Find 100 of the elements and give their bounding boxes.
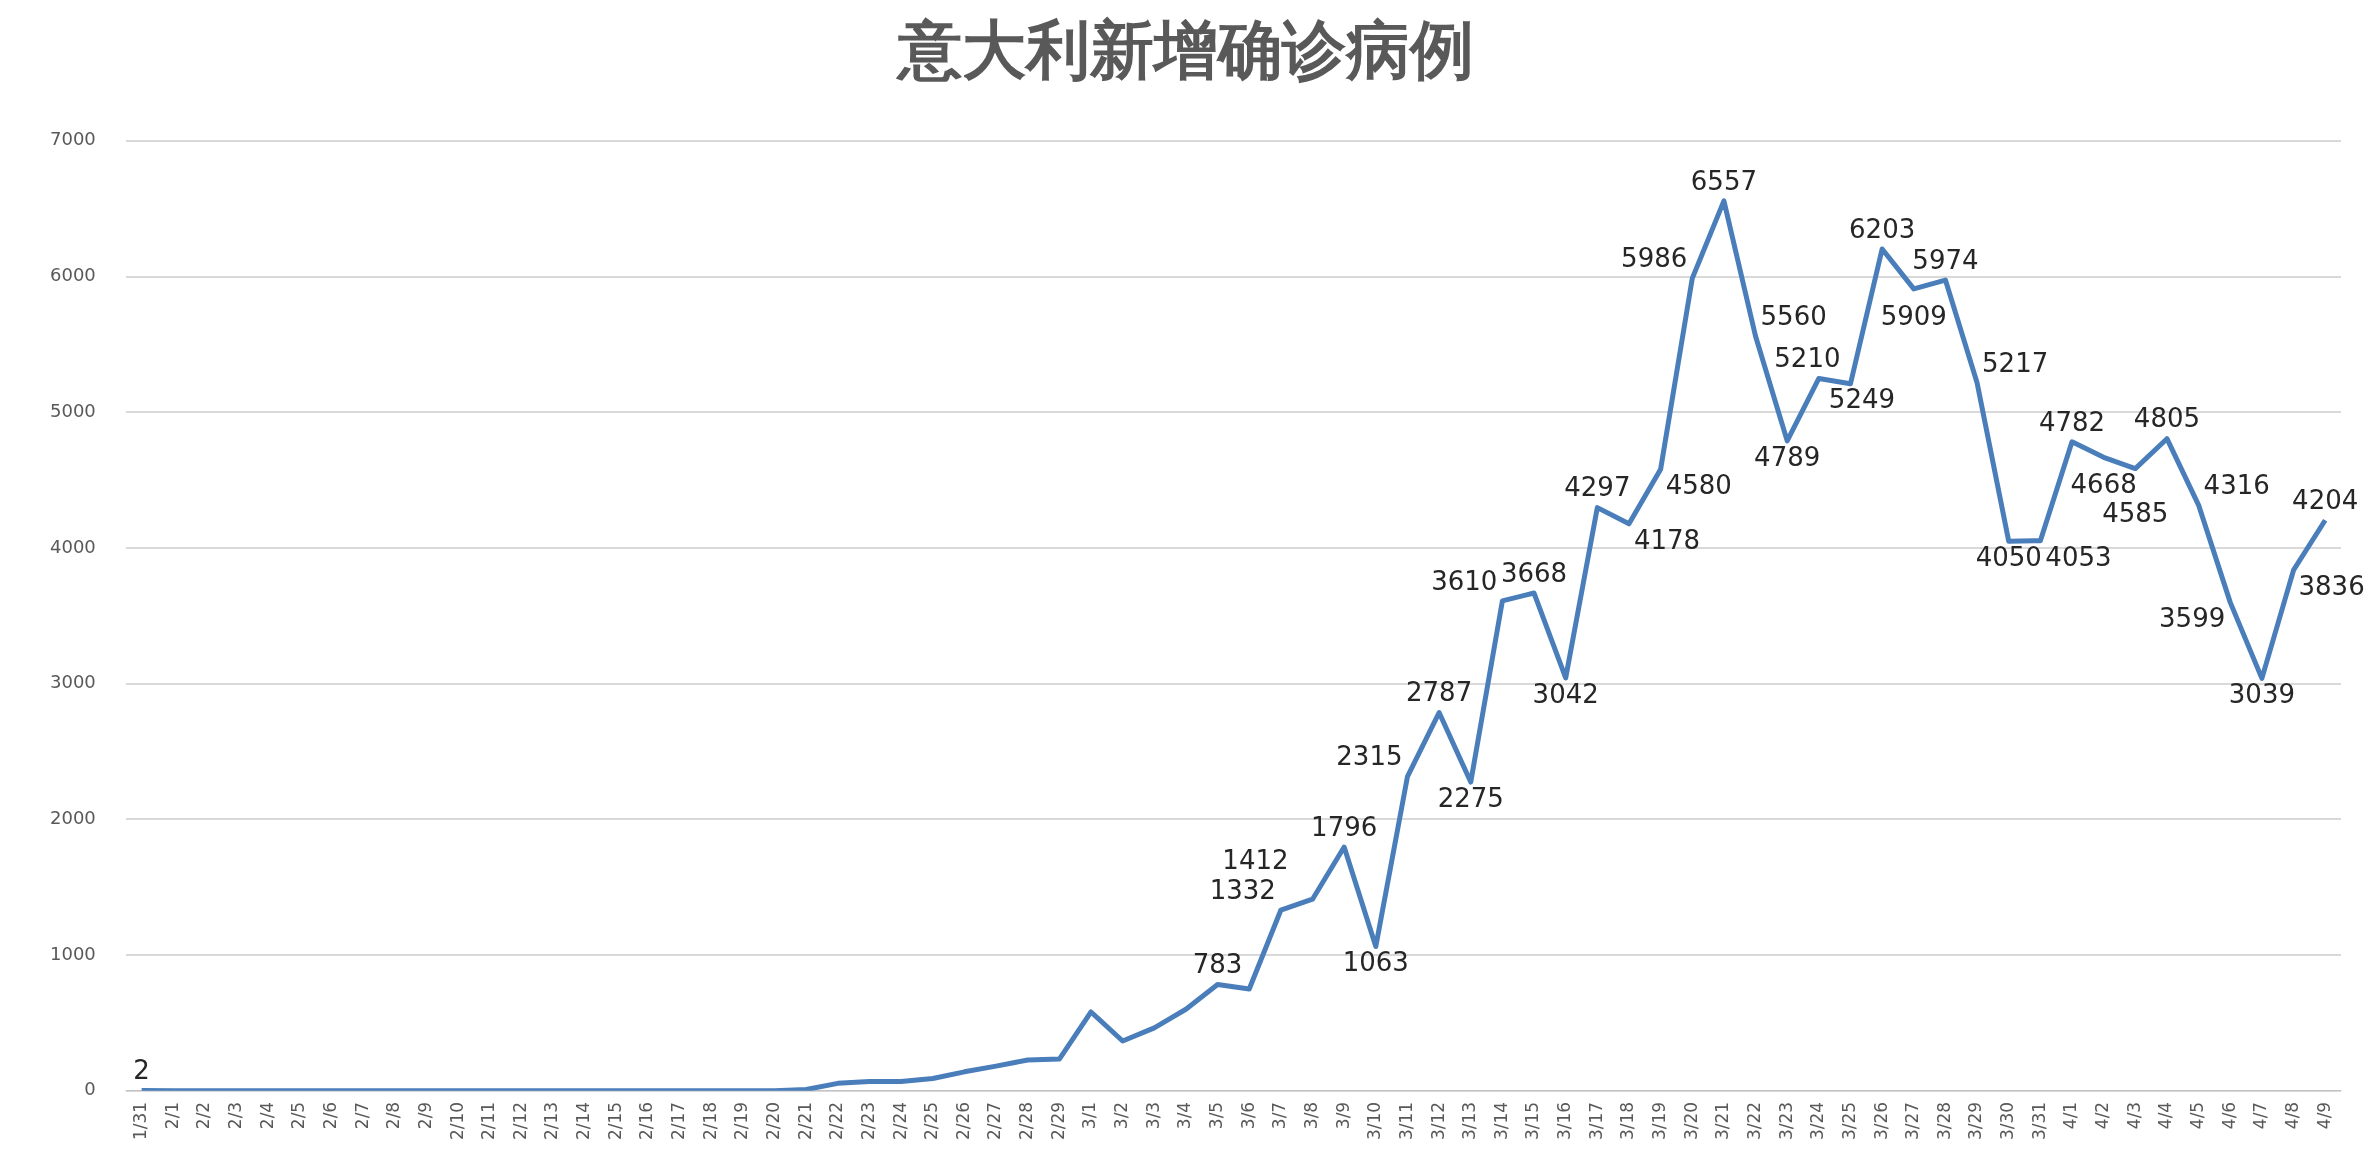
x-tick-label: 3/18 xyxy=(1617,1101,1638,1141)
data-label: 4297 xyxy=(1564,472,1631,503)
x-tick-label: 2/27 xyxy=(984,1101,1005,1141)
x-tick-label: 3/11 xyxy=(1395,1101,1416,1141)
chart-title: 意大利新增确诊病例 xyxy=(895,11,1475,89)
data-label: 5986 xyxy=(1621,243,1688,274)
x-tick-label: 4/3 xyxy=(2123,1101,2144,1130)
x-tick-label: 3/3 xyxy=(1142,1101,1163,1130)
x-tick-label: 3/10 xyxy=(1364,1101,1385,1141)
x-tick-label: 3/13 xyxy=(1459,1101,1480,1141)
x-tick-label: 3/22 xyxy=(1743,1101,1764,1141)
x-tick-label: 3/8 xyxy=(1300,1101,1321,1130)
x-tick-label: 3/6 xyxy=(1237,1101,1258,1130)
x-tick-label: 4/6 xyxy=(2218,1101,2239,1130)
x-tick-label: 1/31 xyxy=(130,1101,151,1141)
x-tick-label: 2/20 xyxy=(762,1101,783,1141)
x-tick-label: 3/14 xyxy=(1490,1101,1511,1141)
y-tick-label: 6000 xyxy=(50,264,96,286)
x-tick-label: 2/13 xyxy=(541,1101,562,1141)
y-tick-label: 5000 xyxy=(50,399,96,421)
x-tick-label: 2/24 xyxy=(889,1101,910,1141)
data-label: 1063 xyxy=(1342,947,1409,978)
data-label: 3610 xyxy=(1431,565,1498,596)
x-tick-label: 3/19 xyxy=(1649,1101,1670,1141)
data-label: 4782 xyxy=(2038,406,2106,437)
x-tick-label: 3/15 xyxy=(1522,1101,1543,1141)
x-tick-label: 2/10 xyxy=(446,1101,467,1141)
x-tick-label: 3/16 xyxy=(1554,1101,1575,1141)
x-tick-label: 2/17 xyxy=(668,1101,689,1141)
data-label: 5217 xyxy=(1982,347,2049,378)
data-label: 1332 xyxy=(1209,874,1276,905)
x-tick-label: 2/18 xyxy=(699,1101,720,1141)
x-tick-label: 2/22 xyxy=(826,1101,847,1141)
x-tick-label: 2/1 xyxy=(161,1101,182,1130)
x-tick-label: 2/16 xyxy=(636,1101,657,1141)
x-tick-label: 3/27 xyxy=(1902,1101,1923,1141)
x-tick-label: 3/1 xyxy=(1079,1101,1100,1130)
x-tick-label: 2/23 xyxy=(857,1101,878,1141)
x-tick-label: 3/23 xyxy=(1775,1101,1796,1141)
data-label: 3836 xyxy=(2298,570,2365,601)
x-tick-label: 2/11 xyxy=(478,1101,499,1141)
data-label: 4585 xyxy=(2102,498,2169,529)
data-label: 783 xyxy=(1192,949,1243,980)
data-label: 4178 xyxy=(1633,524,1701,555)
y-tick-label: 2000 xyxy=(50,807,96,829)
data-label: 2 xyxy=(133,1055,150,1086)
x-tick-label: 3/24 xyxy=(1807,1101,1828,1141)
x-tick-label: 2/7 xyxy=(351,1101,372,1130)
x-tick-label: 3/21 xyxy=(1712,1101,1733,1141)
data-label: 5974 xyxy=(1912,244,1979,275)
x-tick-label: 2/26 xyxy=(952,1101,973,1141)
x-tick-label: 2/25 xyxy=(921,1101,942,1141)
x-tick-label: 4/1 xyxy=(2060,1101,2081,1130)
x-tick-label: 2/9 xyxy=(414,1101,435,1130)
x-tick-label: 3/17 xyxy=(1585,1101,1606,1141)
data-label: 3039 xyxy=(2228,679,2295,710)
x-tick-label: 2/3 xyxy=(224,1101,245,1130)
x-tick-label: 3/12 xyxy=(1427,1101,1448,1141)
data-label: 1796 xyxy=(1311,811,1378,842)
data-label: 4204 xyxy=(2292,485,2359,516)
data-label: 4053 xyxy=(2045,541,2112,572)
x-tick-label: 4/5 xyxy=(2187,1101,2208,1130)
x-tick-label: 3/20 xyxy=(1680,1101,1701,1141)
data-label: 6203 xyxy=(1849,213,1916,244)
data-label: 4050 xyxy=(1975,541,2042,572)
y-tick-label: 3000 xyxy=(50,671,96,693)
x-tick-label: 4/8 xyxy=(2281,1101,2302,1130)
x-tick-label: 2/29 xyxy=(1047,1101,1068,1141)
x-tick-label: 3/9 xyxy=(1332,1101,1353,1130)
x-tick-label: 2/12 xyxy=(509,1101,530,1141)
x-tick-label: 2/21 xyxy=(794,1101,815,1141)
data-label: 6557 xyxy=(1690,165,1757,196)
y-tick-label: 7000 xyxy=(50,128,96,150)
x-tick-label: 2/5 xyxy=(288,1101,309,1130)
data-label: 4316 xyxy=(2203,469,2270,500)
data-label: 1412 xyxy=(1222,844,1289,875)
x-tick-label: 4/4 xyxy=(2155,1101,2176,1130)
x-tick-label: 2/15 xyxy=(604,1101,625,1141)
data-label: 4805 xyxy=(2133,403,2201,434)
x-tick-label: 3/7 xyxy=(1269,1101,1290,1130)
data-label: 3668 xyxy=(1500,557,1568,588)
x-tick-label: 2/4 xyxy=(256,1101,277,1130)
data-label: 5249 xyxy=(1828,384,1896,415)
data-label: 4789 xyxy=(1754,441,1821,472)
x-tick-label: 2/28 xyxy=(1016,1101,1037,1141)
x-tick-label: 4/9 xyxy=(2313,1101,2334,1130)
data-label: 5560 xyxy=(1760,300,1827,331)
x-tick-label: 2/8 xyxy=(383,1101,404,1130)
data-label: 3599 xyxy=(2159,603,2226,634)
x-tick-label: 4/7 xyxy=(2250,1101,2271,1130)
x-tick-label: 4/2 xyxy=(2092,1101,2113,1130)
y-tick-label: 0 xyxy=(84,1078,96,1100)
x-tick-label: 3/30 xyxy=(1997,1101,2018,1141)
x-tick-label: 2/14 xyxy=(573,1101,594,1141)
data-label: 4668 xyxy=(2070,469,2137,500)
data-label: 3042 xyxy=(1532,678,1599,709)
data-label: 2787 xyxy=(1406,677,1473,708)
x-tick-label: 3/25 xyxy=(1838,1101,1859,1141)
x-tick-label: 2/19 xyxy=(731,1101,752,1141)
x-tick-label: 3/26 xyxy=(1870,1101,1891,1141)
